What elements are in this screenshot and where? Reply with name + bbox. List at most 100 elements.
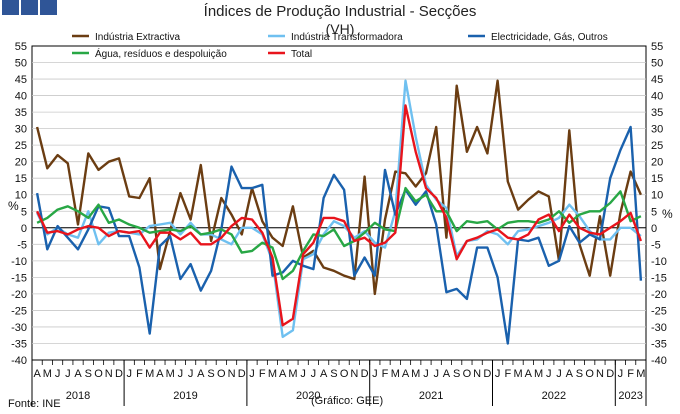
x-tick-label: F [259, 368, 266, 380]
x-tick-label: A [156, 368, 164, 380]
x-tick-label: J [546, 368, 552, 380]
y-tick-label-left: 25 [15, 140, 27, 152]
x-tick-label: F [136, 368, 143, 380]
x-tick-label: J [423, 368, 429, 380]
year-label: 2020 [296, 390, 320, 402]
y-tick-label-left: 20 [15, 157, 27, 169]
y-tick-label-left: 35 [15, 107, 27, 119]
x-tick-label: O [217, 368, 226, 380]
x-tick-label: J [618, 368, 624, 380]
x-tick-label: M [288, 368, 297, 380]
y-tick-label-left: -40 [11, 355, 27, 367]
source-note: Fonte: INE [8, 398, 61, 410]
x-tick-label: N [228, 368, 236, 380]
series-line [36, 79, 642, 339]
header-square-3 [40, 0, 57, 15]
x-tick-label: F [504, 368, 511, 380]
x-tick-label: J [178, 368, 184, 380]
x-tick-label: A [74, 368, 82, 380]
y-tick-label-left: 0 [21, 223, 27, 235]
x-tick-label: D [115, 368, 123, 380]
y-tick-label-right: 5 [651, 206, 657, 218]
x-tick-label: J [556, 368, 562, 380]
legend-label: Indústria Extractiva [95, 32, 180, 43]
series-line [35, 125, 643, 345]
credit-note: (Gráfico: GEE) [311, 395, 384, 407]
y-tick-label-left: 45 [15, 74, 27, 86]
y-tick-label-left: -5 [17, 239, 27, 251]
legend-label: Água, resíduos e despoluição [95, 47, 227, 60]
y-tick-label-right: 40 [651, 91, 663, 103]
series-line [35, 79, 642, 296]
y-tick-label-right: 25 [651, 140, 663, 152]
y-tick-label-left: 55 [15, 41, 27, 53]
y-tick-label-right: -25 [651, 305, 667, 317]
chart-subtitle: (VH) [325, 21, 355, 37]
x-tick-label: M [43, 368, 52, 380]
x-tick-label: J [433, 368, 439, 380]
x-tick-label: A [525, 368, 533, 380]
x-tick-label: A [320, 368, 328, 380]
x-tick-label: N [596, 368, 604, 380]
x-tick-label: J [311, 368, 317, 380]
y-tick-label-left: 15 [15, 173, 27, 185]
y-tick-label-right: -20 [651, 289, 667, 301]
x-tick-label: M [411, 368, 420, 380]
y-tick-label-left: 5 [21, 206, 27, 218]
legend-label: Total [291, 49, 312, 60]
x-tick-label: A [197, 368, 205, 380]
x-tick-label: M [145, 368, 154, 380]
year-label: 2018 [66, 390, 90, 402]
x-tick-label: J [495, 368, 501, 380]
y-tick-label-right: -10 [651, 256, 667, 268]
y-tick-label-right: 50 [651, 58, 663, 70]
x-tick-label: S [330, 368, 337, 380]
y-tick-label-left: -35 [11, 338, 27, 350]
x-tick-label: J [55, 368, 61, 380]
year-label: 2019 [173, 390, 197, 402]
x-tick-label: A [279, 368, 287, 380]
y-tick-label-right: -40 [651, 355, 667, 367]
y-tick-label-right: 55 [651, 41, 663, 53]
x-tick-label: O [94, 368, 103, 380]
y-tick-label-right: 10 [651, 190, 663, 202]
y-tick-label-right: 15 [651, 173, 663, 185]
y-tick-label-left: 50 [15, 58, 27, 70]
x-tick-label: M [166, 368, 175, 380]
y-axis-label-right: % [662, 207, 673, 221]
y-tick-label-left: -25 [11, 305, 27, 317]
x-tick-label: F [627, 368, 634, 380]
y-tick-label-left: -10 [11, 256, 27, 268]
y-tick-label-right: 20 [651, 157, 663, 169]
x-tick-label: J [126, 368, 132, 380]
chart-title: Índices de Produção Industrial - Secções [203, 3, 477, 20]
x-tick-label: J [300, 368, 306, 380]
x-tick-label: S [85, 368, 92, 380]
x-tick-label: M [268, 368, 277, 380]
year-label: 2022 [542, 390, 566, 402]
y-tick-label-left: -30 [11, 322, 27, 334]
series-line [36, 104, 643, 327]
x-tick-label: N [350, 368, 358, 380]
y-tick-label-right: -5 [651, 239, 661, 251]
y-tick-label-left: -20 [11, 289, 27, 301]
plot-area [31, 45, 647, 361]
y-tick-label-right: -35 [651, 338, 667, 350]
y-tick-label-right: -30 [651, 322, 667, 334]
x-tick-label: M [391, 368, 400, 380]
x-tick-label: A [33, 368, 41, 380]
x-tick-label: M [636, 368, 645, 380]
header-square-2 [21, 0, 38, 15]
x-tick-label: M [513, 368, 522, 380]
y-tick-label-right: 0 [651, 223, 657, 235]
y-tick-label-left: 40 [15, 91, 27, 103]
header-square-1 [2, 0, 19, 15]
year-label: 2021 [419, 390, 443, 402]
year-label: 2023 [618, 390, 642, 402]
x-tick-label: D [606, 368, 614, 380]
x-tick-label: S [207, 368, 214, 380]
x-tick-label: O [463, 368, 472, 380]
x-tick-label: J [249, 368, 255, 380]
x-tick-label: M [534, 368, 543, 380]
